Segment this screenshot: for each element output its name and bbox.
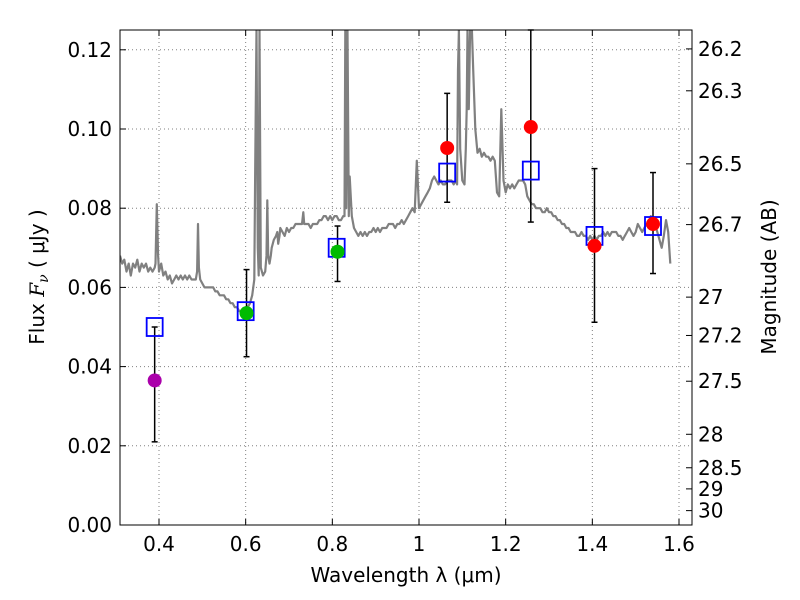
right-tick-label: 28.5 — [698, 456, 743, 480]
x-tick-label: 0.6 — [230, 532, 262, 556]
observed-point — [239, 306, 254, 321]
x-axis: 0.4 0.6 0.8 1 1.2 1.4 1.6 — [143, 30, 695, 556]
observed-point — [523, 120, 538, 135]
y-tick-label: 0.08 — [67, 196, 112, 220]
right-tick-label: 29 — [698, 477, 723, 501]
y-axis-left: 0.00 0.02 0.04 0.06 0.08 0.10 0.12 — [67, 38, 126, 537]
observed-point — [646, 217, 660, 232]
x-tick-label: 1.6 — [663, 532, 695, 556]
x-tick-label: 1 — [413, 532, 426, 556]
model-point — [521, 160, 540, 181]
y-tick-label: 0.12 — [67, 38, 112, 62]
x-tick-label: 0.4 — [143, 532, 175, 556]
right-tick-label: 27.2 — [698, 323, 743, 347]
right-tick-label: 28 — [698, 422, 723, 446]
observed-point — [440, 141, 455, 156]
observed-point — [587, 238, 602, 253]
model-point — [644, 216, 662, 236]
x-tick-label: 1.2 — [490, 532, 522, 556]
spectrum-line — [120, 30, 672, 313]
observed-points — [147, 120, 660, 388]
y-tick-label: 0.02 — [67, 434, 112, 458]
right-tick-label: 26.5 — [698, 152, 743, 176]
observed-point — [330, 244, 345, 259]
y-tick-label: 0.10 — [67, 117, 112, 141]
observed-point — [147, 373, 162, 388]
right-tick-label: 30 — [698, 499, 723, 523]
x-tick-label: 0.8 — [316, 532, 348, 556]
model-point — [236, 301, 255, 322]
y-axis-label-left: Flux Fν ( μJy ) — [25, 209, 52, 344]
y-axis-label-right: Magnitude (AB) — [757, 199, 781, 354]
y-tick-label: 0.00 — [67, 513, 112, 537]
y-tick-label: 0.04 — [67, 355, 112, 379]
x-tick-label: 1.4 — [576, 532, 608, 556]
model-point — [145, 317, 164, 337]
right-tick-label: 27.5 — [698, 369, 743, 393]
right-tick-label: 27 — [698, 285, 723, 309]
model-point — [438, 162, 457, 183]
y-tick-label: 0.06 — [67, 275, 112, 299]
right-tick-label: 26.2 — [698, 37, 743, 61]
right-tick-label: 26.3 — [698, 79, 743, 103]
spectrum-layer — [120, 30, 672, 313]
plot-frame — [119, 29, 693, 526]
x-axis-label: Wavelength λ (μm) — [310, 563, 501, 587]
right-tick-label: 26.7 — [698, 213, 743, 237]
